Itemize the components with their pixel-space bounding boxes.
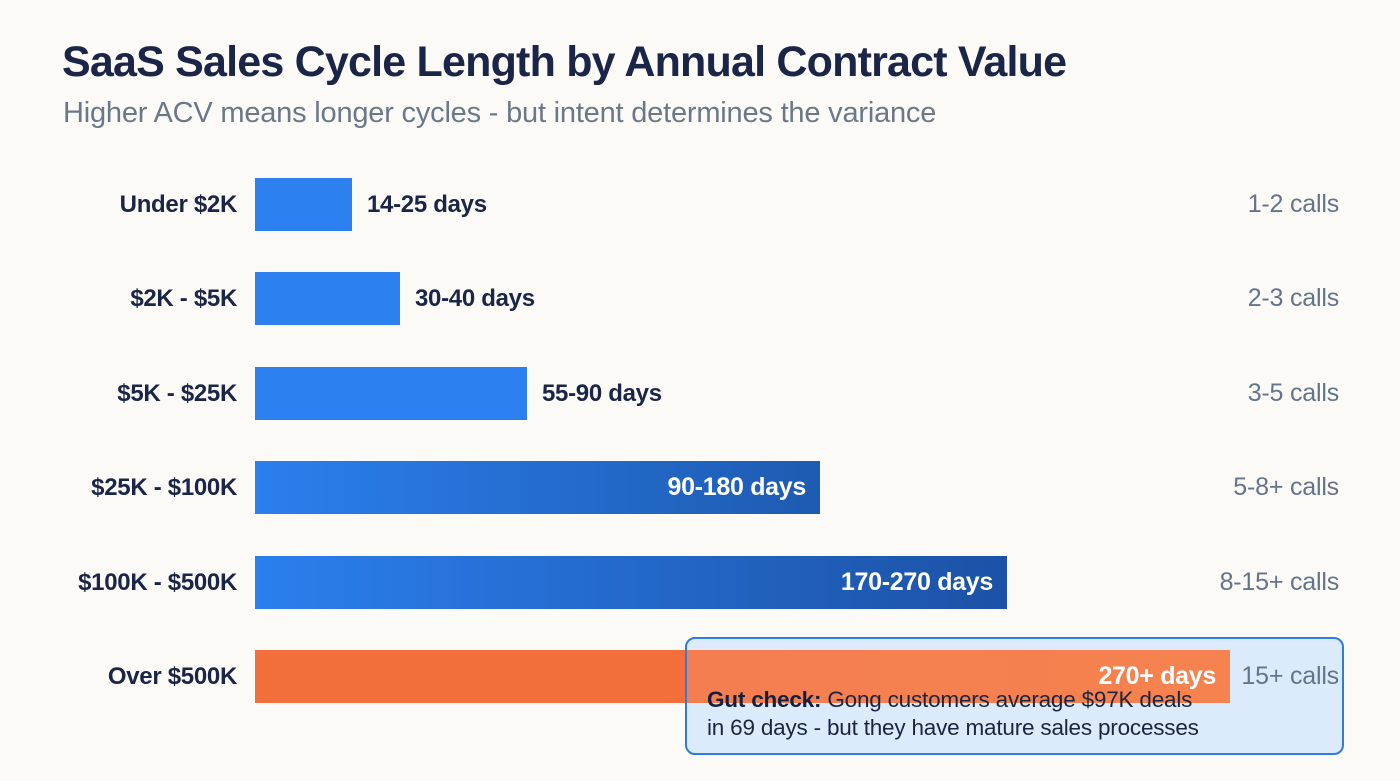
bar-wrap: 90-180 days (255, 461, 820, 514)
bar-25k-100k: 90-180 days (255, 461, 820, 514)
chart-row-over-500k: Over $500K 270+ days 15+ calls (0, 650, 1400, 703)
category-label: $25K - $100K (91, 473, 237, 501)
days-label: 14-25 days (367, 190, 487, 218)
days-label: 170-270 days (840, 568, 993, 596)
bar-over-500k: 270+ days (255, 650, 1230, 703)
category-label: Over $500K (107, 662, 237, 690)
category-label: $100K - $500K (78, 568, 237, 596)
bar-wrap: 14-25 days (255, 178, 487, 231)
chart-subtitle: Higher ACV means longer cycles - but int… (63, 97, 937, 129)
calls-label: 5-8+ calls (1233, 473, 1339, 501)
chart-row-25k-100k: $25K - $100K 90-180 days 5-8+ calls (0, 461, 1400, 514)
gut-check-line2: in 69 days - but they have mature sales … (707, 715, 1199, 740)
bar-wrap: 55-90 days (255, 367, 662, 420)
calls-label: 3-5 calls (1247, 379, 1339, 407)
gut-check-line1: Gong customers average $97K deals (821, 687, 1193, 712)
bar-wrap: 30-40 days (255, 272, 535, 325)
category-label: Under $2K (119, 190, 238, 218)
bar-5k-25k (255, 367, 527, 420)
calls-label: 1-2 calls (1247, 190, 1339, 218)
calls-label: 15+ calls (1241, 662, 1339, 690)
bar-2k-5k (255, 272, 400, 325)
calls-label: 8-15+ calls (1219, 568, 1340, 596)
days-label: 270+ days (1098, 662, 1216, 690)
bar-wrap: 270+ days (255, 650, 1230, 703)
category-label: $5K - $25K (117, 379, 237, 407)
bar-wrap: 170-270 days (255, 556, 1007, 609)
bar-100k-500k: 170-270 days (255, 556, 1007, 609)
chart-row-2k-5k: $2K - $5K 30-40 days 2-3 calls (0, 272, 1400, 325)
days-label: 30-40 days (415, 284, 535, 312)
gut-check-bold-label: Gut check: (707, 687, 822, 712)
days-label: 90-180 days (667, 473, 807, 501)
days-label: 55-90 days (542, 379, 662, 407)
chart-row-under-2k: Under $2K 14-25 days 1-2 calls (0, 178, 1400, 231)
chart-title: SaaS Sales Cycle Length by Annual Contra… (62, 38, 1067, 86)
gut-check-callout-text: Gut check: Gong customers average $97K d… (707, 686, 1317, 742)
category-label: $2K - $5K (130, 284, 237, 312)
chart-row-100k-500k: $100K - $500K 170-270 days 8-15+ calls (0, 556, 1400, 609)
chart-row-5k-25k: $5K - $25K 55-90 days 3-5 calls (0, 367, 1400, 420)
bar-under-2k (255, 178, 352, 231)
calls-label: 2-3 calls (1247, 284, 1339, 312)
